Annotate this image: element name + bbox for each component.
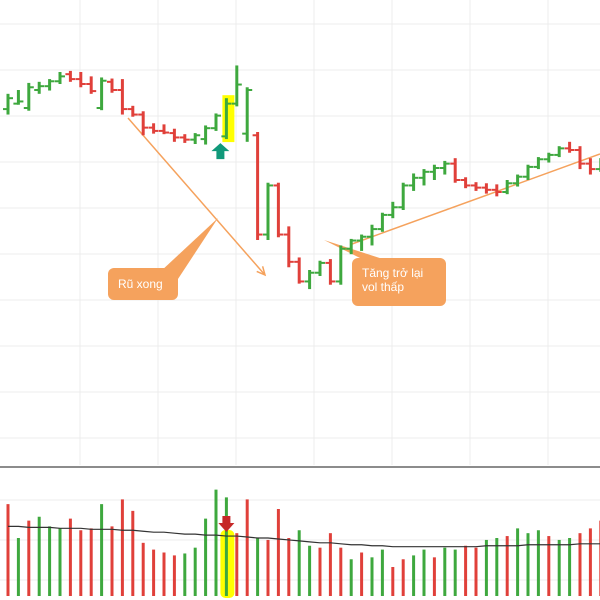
annotation-left-text: Rũ xong	[118, 277, 163, 291]
buy-up-arrow	[211, 143, 230, 160]
annotation-rise-low-volume: Tăng trở lại vol thấp	[352, 258, 446, 306]
volume-down-arrow	[218, 516, 235, 532]
trend-line	[351, 153, 600, 245]
price-highlight	[222, 95, 235, 143]
annotation-right-line1: Tăng trở lại	[362, 266, 424, 280]
annotation-sell-off-complete: Rũ xong	[108, 268, 178, 300]
callout-left-pointer	[160, 218, 218, 282]
decline-arrow	[127, 117, 266, 276]
volume-moving-average	[8, 525, 600, 548]
decline-arrow-head	[256, 266, 267, 277]
annotation-right-line2: vol thấp	[362, 280, 405, 294]
